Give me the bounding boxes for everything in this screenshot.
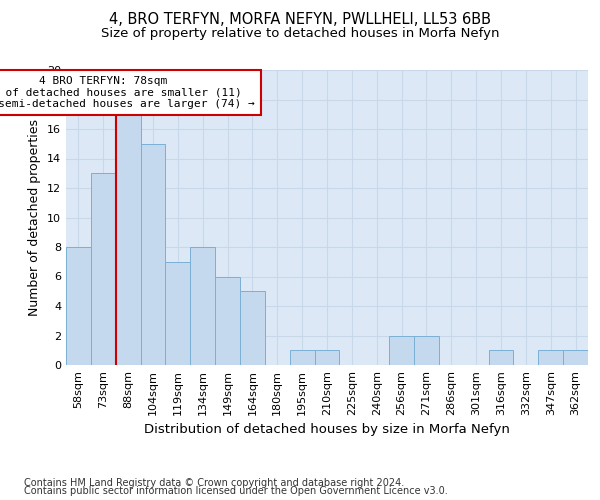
Bar (66, 247, 91, 365)
Bar (166, 262, 190, 365)
X-axis label: Distribution of detached houses by size in Morfa Nefyn: Distribution of detached houses by size … (144, 423, 510, 436)
Bar (563, 350, 588, 365)
Text: Contains public sector information licensed under the Open Government Licence v3: Contains public sector information licen… (24, 486, 448, 496)
Text: Size of property relative to detached houses in Morfa Nefyn: Size of property relative to detached ho… (101, 28, 499, 40)
Bar (414, 336, 439, 365)
Bar (389, 336, 414, 365)
Bar (538, 350, 563, 365)
Y-axis label: Number of detached properties: Number of detached properties (28, 119, 41, 316)
Bar (240, 291, 265, 365)
Text: 4, BRO TERFYN, MORFA NEFYN, PWLLHELI, LL53 6BB: 4, BRO TERFYN, MORFA NEFYN, PWLLHELI, LL… (109, 12, 491, 28)
Bar (314, 350, 340, 365)
Bar (116, 114, 140, 365)
Bar (190, 247, 215, 365)
Bar (91, 174, 116, 365)
Bar (488, 350, 514, 365)
Text: 4 BRO TERFYN: 78sqm
← 13% of detached houses are smaller (11)
86% of semi-detach: 4 BRO TERFYN: 78sqm ← 13% of detached ho… (0, 76, 255, 109)
Bar (140, 144, 166, 365)
Text: Contains HM Land Registry data © Crown copyright and database right 2024.: Contains HM Land Registry data © Crown c… (24, 478, 404, 488)
Bar (290, 350, 314, 365)
Bar (215, 276, 240, 365)
